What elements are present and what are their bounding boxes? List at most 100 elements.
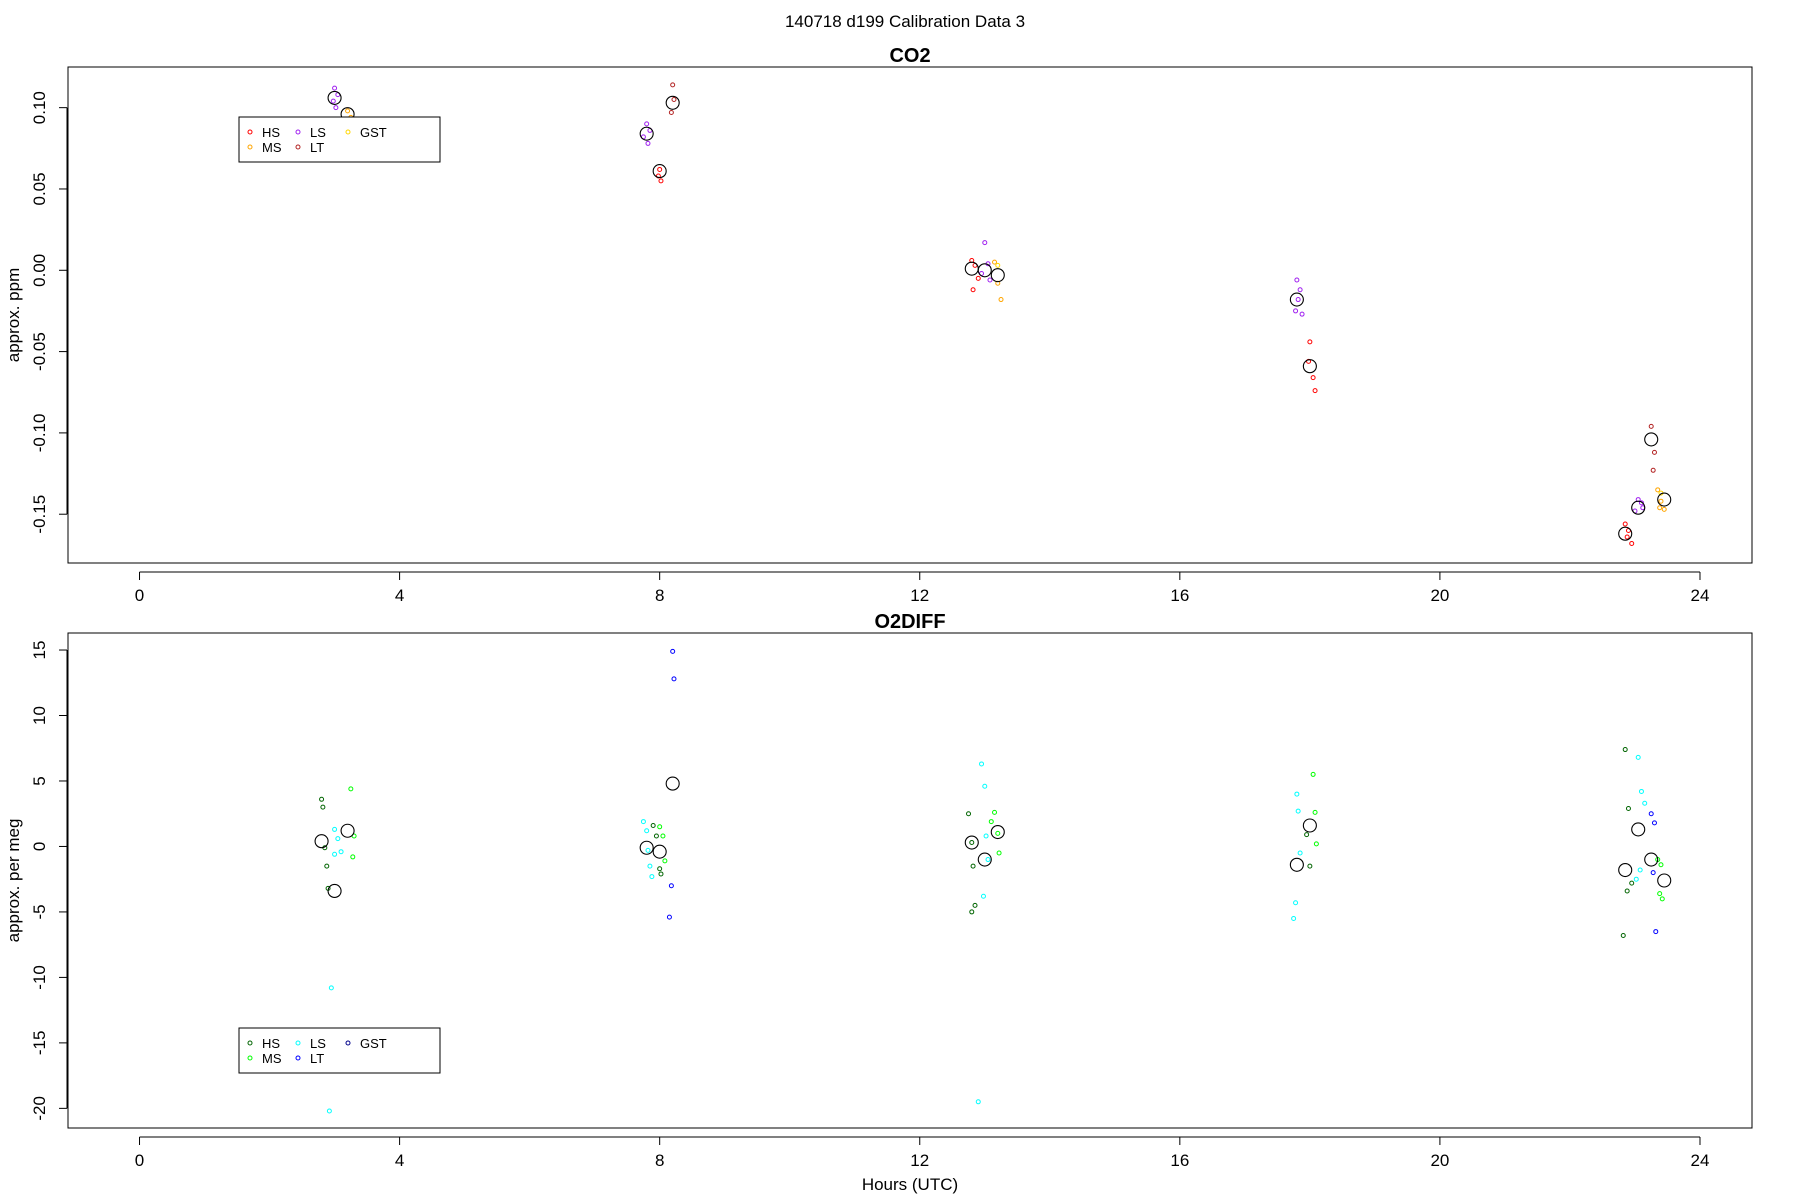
legend-marker	[295, 129, 301, 135]
data-point-lt	[668, 883, 674, 889]
mean-point	[990, 824, 1005, 840]
data-point-ls	[1294, 791, 1300, 797]
data-point-lt	[1650, 870, 1656, 876]
data-point-hs	[972, 902, 978, 908]
data-point-ms	[350, 854, 356, 860]
legend-label: LT	[310, 140, 324, 155]
legend-label: LS	[310, 125, 326, 140]
data-point-ls	[982, 783, 988, 789]
legend-marker	[345, 129, 351, 135]
data-point-ls	[328, 985, 334, 991]
data-point-ls	[647, 863, 653, 869]
data-point-ls	[980, 893, 986, 899]
data-point-hs	[1304, 832, 1310, 838]
y-tick-label: -0.10	[30, 414, 49, 453]
legend-marker	[295, 1055, 301, 1061]
data-point-hs	[319, 796, 325, 802]
y-tick-label: 5	[30, 776, 49, 785]
data-point-hs	[1622, 747, 1628, 753]
data-point-hs	[1629, 880, 1635, 886]
data-point-ms	[1659, 896, 1665, 902]
data-point-ls	[333, 105, 339, 111]
data-point-ms	[660, 833, 666, 839]
y-tick-label: -10	[30, 965, 49, 990]
mean-point	[652, 164, 667, 179]
x-tick-label: 16	[1170, 1151, 1189, 1170]
x-tick-label: 8	[655, 586, 664, 605]
data-point-lt	[1653, 929, 1659, 935]
data-point-lt	[668, 110, 674, 116]
data-point-hs	[1307, 863, 1313, 869]
legend-marker	[295, 144, 301, 150]
data-point-hs	[1312, 388, 1318, 394]
data-point-lt	[1648, 423, 1654, 429]
data-point-lt	[1651, 820, 1657, 826]
mean-point	[665, 95, 680, 110]
mean-point	[1289, 292, 1304, 307]
data-point-hs	[653, 833, 659, 839]
legend-label: HS	[262, 125, 280, 140]
data-point-ms	[1657, 891, 1663, 897]
mean-point	[1302, 359, 1317, 374]
mean-point	[1289, 857, 1304, 872]
mean-point	[1631, 500, 1646, 515]
data-point-hs	[658, 871, 664, 877]
data-point-ls	[1633, 876, 1639, 882]
mean-point	[1618, 526, 1633, 541]
data-point-ls	[1293, 900, 1299, 906]
x-tick-label: 20	[1430, 1151, 1449, 1170]
y-tick-label: 10	[30, 706, 49, 725]
plot-frame	[67, 632, 1753, 1129]
co2-panel: CO2 0 4 8 12 16 20 24 -0.15 -0.10 -0.05 0.00 0.05 0.1…	[4, 45, 1753, 605]
mean-point	[327, 90, 342, 105]
data-point-ms	[998, 297, 1004, 303]
data-point-ls	[326, 1108, 332, 1114]
data-point-ls	[649, 874, 655, 880]
o2diff-panel: O2DIFF 0 4 8 12 16 20 24 -20 -15 -10 -5 0 5 10 15 approx…	[4, 611, 1753, 1194]
mean-point	[639, 840, 654, 855]
data-point-lt	[670, 648, 676, 654]
data-point-ls	[1293, 308, 1299, 314]
data-point-hs	[975, 275, 981, 281]
y-tick-label: -0.05	[30, 332, 49, 371]
panel-title: CO2	[889, 45, 930, 67]
data-point-ls	[983, 833, 989, 839]
mean-point	[639, 126, 654, 141]
data-point-ls	[332, 826, 338, 832]
x-tick-label: 20	[1430, 586, 1449, 605]
mean-point	[1644, 432, 1659, 447]
mean-point	[1657, 492, 1672, 507]
data-point-ms	[348, 786, 354, 792]
data-point-ls	[1642, 800, 1648, 806]
data-point-ms	[1310, 771, 1316, 777]
data-point-ls	[1297, 287, 1303, 293]
legend-marker	[295, 1040, 301, 1046]
legend-box	[238, 1027, 441, 1074]
data-point-ls	[979, 761, 985, 767]
data-point-lt	[1650, 467, 1656, 473]
data-point-ms	[662, 858, 668, 864]
mean-point	[327, 883, 342, 899]
data-point-ls	[1635, 754, 1641, 760]
mean-point	[340, 823, 355, 838]
data-point-hs	[969, 909, 975, 915]
y-tick-label: 0	[30, 842, 49, 851]
data-point-hs	[1307, 339, 1313, 345]
data-point-hs	[1622, 521, 1628, 527]
data-point-ls	[645, 140, 651, 146]
legend-box	[238, 116, 441, 163]
data-point-hs	[966, 811, 972, 817]
data-point-lt	[671, 97, 677, 103]
data-point-ls	[975, 1099, 981, 1105]
legend-label: MS	[262, 140, 282, 155]
mean-point	[1618, 862, 1633, 878]
data-point-hs	[1629, 540, 1635, 546]
y-axis-label: approx. ppm	[4, 268, 23, 363]
data-point-ls	[332, 851, 338, 857]
mean-point	[1631, 822, 1646, 837]
data-point-ls	[640, 819, 646, 825]
data-point-ls	[332, 85, 338, 91]
legend-marker	[345, 1040, 351, 1046]
